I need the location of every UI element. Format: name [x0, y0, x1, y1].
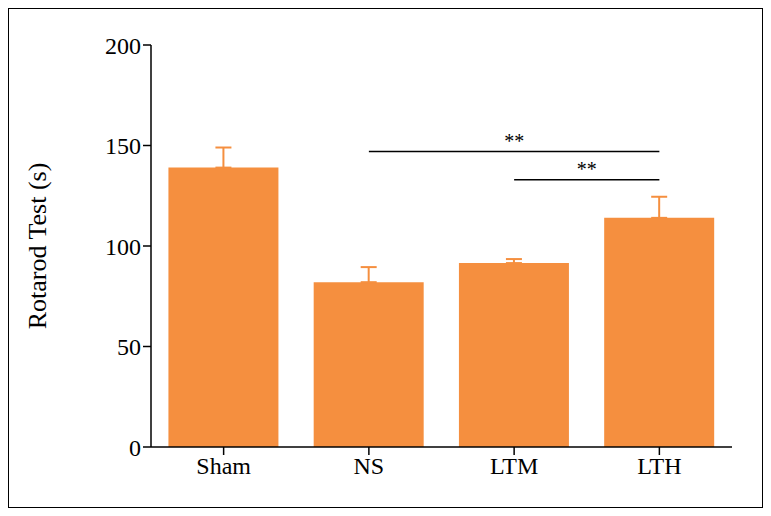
- svg-text:200: 200: [105, 33, 141, 59]
- svg-text:Rotarod Test (s): Rotarod Test (s): [23, 163, 52, 330]
- svg-text:LTH: LTH: [637, 453, 681, 479]
- svg-text:**: **: [577, 158, 597, 180]
- svg-text:0: 0: [129, 435, 141, 461]
- svg-text:100: 100: [105, 234, 141, 260]
- svg-text:Sham: Sham: [196, 453, 251, 479]
- svg-text:50: 50: [117, 334, 141, 360]
- svg-text:NS: NS: [354, 453, 385, 479]
- svg-text:150: 150: [105, 133, 141, 159]
- svg-text:LTM: LTM: [490, 453, 538, 479]
- svg-text:**: **: [504, 130, 524, 152]
